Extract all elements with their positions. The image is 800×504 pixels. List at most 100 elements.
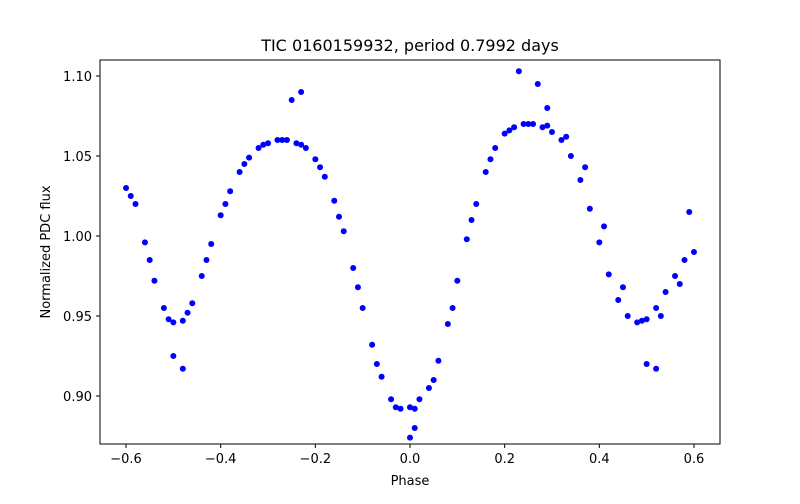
data-point	[544, 122, 551, 129]
data-point	[515, 68, 522, 75]
x-tick-label: 0.6	[684, 452, 705, 467]
data-point	[236, 169, 243, 175]
data-point	[463, 236, 470, 243]
data-point	[577, 177, 584, 183]
data-point	[672, 273, 679, 279]
data-point	[643, 316, 650, 323]
data-point	[298, 89, 305, 95]
data-point	[336, 213, 343, 220]
data-point	[653, 365, 660, 372]
data-point	[690, 249, 697, 255]
data-point	[525, 121, 532, 127]
y-tick-label: 1.00	[63, 230, 92, 245]
x-tick-label: −0.2	[300, 452, 332, 467]
data-point	[198, 273, 205, 279]
data-point	[506, 127, 513, 134]
data-point	[501, 130, 508, 137]
data-point	[449, 305, 456, 311]
y-tick-label: 0.90	[63, 390, 92, 405]
data-point	[373, 361, 380, 367]
data-point	[312, 156, 319, 163]
chart-title: TIC 0160159932, period 0.7992 days	[260, 36, 559, 55]
data-point	[179, 317, 186, 324]
data-point	[643, 361, 650, 367]
data-point	[681, 257, 688, 263]
data-point	[473, 201, 480, 207]
data-point	[686, 209, 693, 215]
data-point	[407, 434, 413, 441]
data-point	[634, 319, 641, 326]
x-tick-label: −0.4	[205, 452, 237, 467]
data-point	[208, 241, 215, 247]
data-point	[430, 377, 437, 383]
data-point	[482, 169, 489, 175]
data-point	[340, 228, 347, 235]
data-point	[425, 385, 432, 391]
data-point	[288, 97, 295, 103]
data-point	[435, 357, 442, 364]
x-tick-label: 0.4	[589, 452, 610, 467]
data-point	[184, 309, 191, 316]
data-point	[123, 185, 130, 191]
data-point	[558, 137, 565, 143]
data-point	[411, 405, 418, 412]
data-point	[203, 257, 210, 263]
data-point	[563, 133, 570, 140]
data-point	[298, 141, 305, 148]
data-point	[260, 141, 267, 148]
data-point	[331, 197, 338, 204]
data-point	[676, 281, 683, 287]
y-tick-label: 1.10	[63, 70, 92, 85]
data-point	[534, 81, 541, 87]
data-point	[492, 145, 499, 151]
data-point	[411, 425, 418, 431]
data-point	[189, 300, 196, 307]
data-point	[354, 284, 361, 291]
data-point	[246, 154, 253, 161]
data-point	[132, 201, 139, 207]
data-point	[511, 124, 518, 131]
x-tick-label: 0.2	[494, 452, 515, 467]
data-point	[539, 124, 546, 131]
data-point	[397, 405, 404, 412]
data-point	[407, 404, 413, 411]
data-point	[487, 156, 494, 163]
data-point	[624, 313, 631, 319]
y-tick-label: 1.05	[63, 150, 92, 165]
data-point	[179, 365, 186, 372]
data-point	[653, 305, 660, 311]
data-point	[454, 277, 461, 284]
data-point	[392, 404, 399, 411]
data-point	[241, 161, 248, 167]
y-axis-ticks: 0.90 0.95 1.00 1.05 1.10	[63, 70, 100, 405]
data-point	[544, 105, 551, 111]
data-point	[283, 137, 290, 143]
data-point	[265, 140, 272, 147]
data-point	[601, 223, 608, 230]
data-point	[146, 257, 153, 263]
data-point	[293, 140, 300, 147]
data-point	[317, 164, 324, 171]
x-axis-label: Phase	[391, 474, 430, 489]
y-axis-label: Normalized PDC flux	[39, 185, 54, 318]
data-point	[359, 305, 366, 311]
data-point	[615, 297, 622, 303]
data-point	[662, 289, 669, 295]
data-point	[444, 321, 451, 327]
data-points	[123, 68, 697, 441]
x-tick-label: 0.0	[400, 452, 421, 467]
data-point	[279, 137, 286, 143]
data-point	[582, 164, 589, 171]
data-point	[369, 341, 376, 348]
data-point	[350, 265, 357, 271]
y-tick-label: 0.95	[63, 310, 92, 325]
data-point	[302, 145, 309, 151]
data-point	[657, 313, 664, 319]
data-point	[586, 205, 593, 212]
data-point	[222, 201, 229, 207]
data-point	[217, 212, 224, 219]
data-point	[141, 239, 148, 246]
data-point	[274, 137, 281, 143]
data-point	[170, 319, 177, 326]
